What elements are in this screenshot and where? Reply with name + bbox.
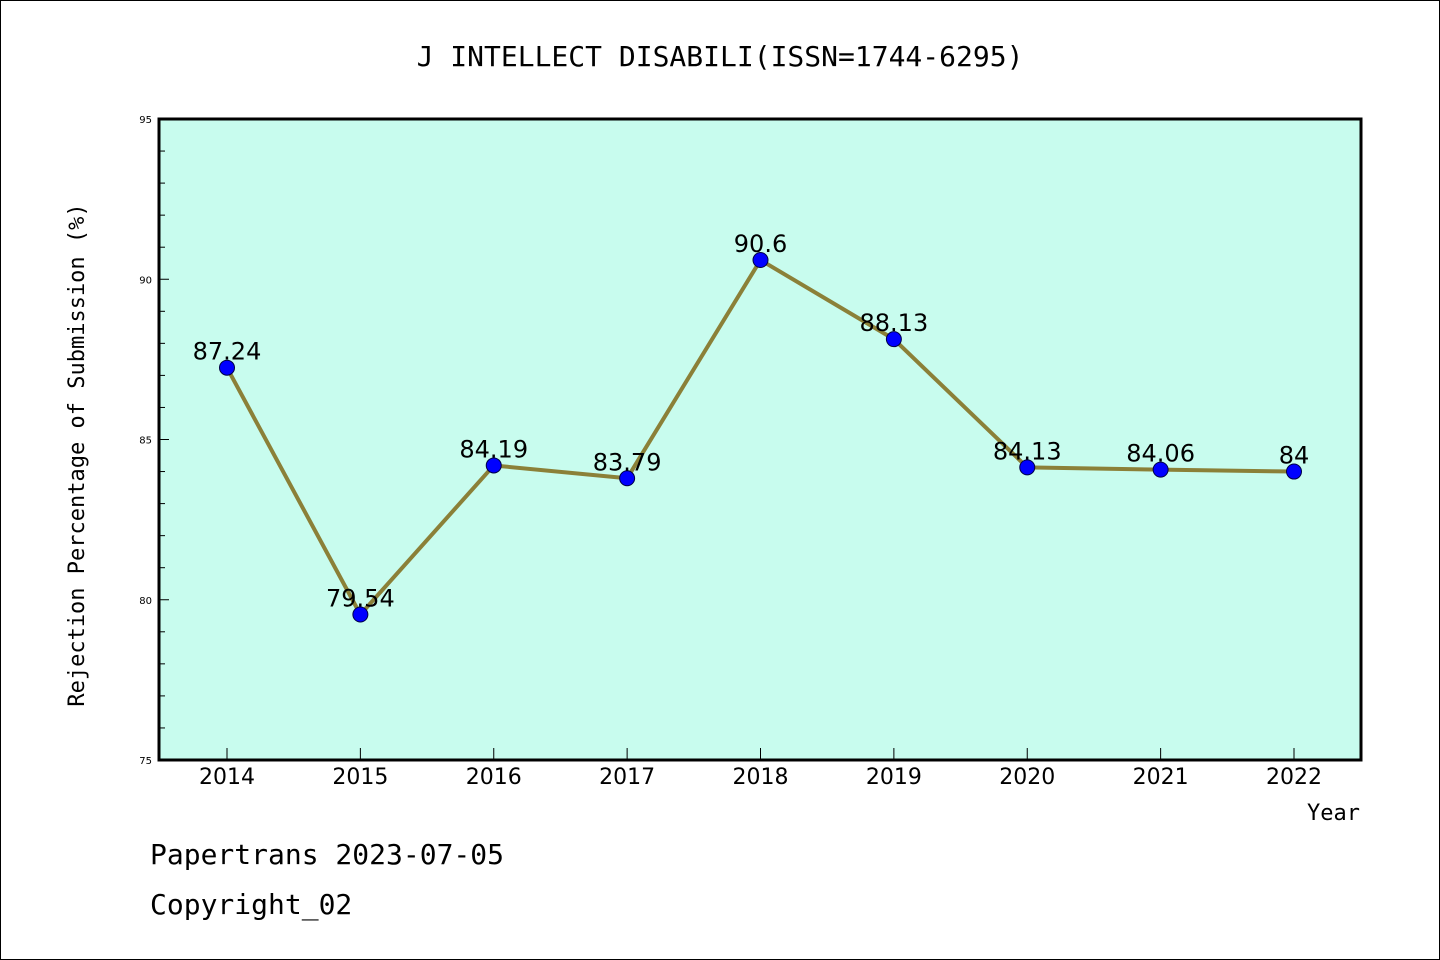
data-point-2021 [1152, 461, 1169, 478]
y-tick-label: 80 [139, 596, 152, 607]
data-label-2019: 88.13 [860, 309, 929, 337]
data-label-2014: 87.24 [193, 338, 262, 366]
x-tick-label: 2021 [1133, 765, 1189, 790]
x-tick-label: 2022 [1266, 765, 1322, 790]
data-point-2015 [352, 606, 369, 623]
x-tick-label: 2014 [199, 765, 255, 790]
x-tick-label: 2020 [999, 765, 1055, 790]
x-tick-label: 2017 [599, 765, 655, 790]
x-axis: 2014 2015 2016 2017 2018 2019 2020 2021 2022 [199, 748, 1322, 790]
footer-copyright: Copyright_02 [150, 888, 352, 922]
y-axis: 75 80 85 90 95 [139, 115, 169, 767]
data-label-2021: 84.06 [1126, 440, 1195, 468]
y-axis-label: Rejection Percentage of Submission (%) [65, 203, 90, 706]
x-tick-label: 2016 [466, 765, 522, 790]
data-label-2018: 90.6 [734, 230, 787, 258]
data-point-2019 [885, 331, 902, 348]
series-markers [219, 252, 1302, 623]
data-label-2015: 79.54 [326, 584, 395, 612]
data-label-2020: 84.13 [993, 437, 1062, 465]
data-label-2022: 84 [1279, 442, 1310, 470]
x-axis-label: Year [1307, 801, 1360, 826]
data-point-2016 [485, 457, 502, 474]
x-tick-label: 2015 [332, 765, 388, 790]
footer-date: Papertrans 2023-07-05 [150, 838, 504, 871]
y-tick-label: 75 [139, 756, 152, 767]
x-tick-label: 2019 [866, 765, 922, 790]
chart-title: J INTELLECT DISABILI(ISSN=1744-6295) [417, 40, 1024, 73]
y-tick-label: 85 [139, 436, 152, 447]
plot-area [157, 117, 1363, 762]
data-labels: 87.24 79.54 84.19 83.79 90.6 88.13 84.13 84.06 8… [193, 230, 1310, 612]
data-point-2014 [219, 359, 235, 376]
data-point-2018 [752, 252, 769, 269]
data-point-2022 [1286, 463, 1302, 480]
y-tick-label: 95 [139, 115, 152, 126]
y-tick-label: 90 [139, 275, 152, 286]
x-tick-label: 2018 [733, 765, 789, 790]
data-point-2017 [619, 470, 636, 487]
data-point-2020 [1019, 459, 1036, 476]
data-label-2017: 83.79 [593, 448, 662, 476]
data-label-2016: 84.19 [459, 435, 528, 463]
